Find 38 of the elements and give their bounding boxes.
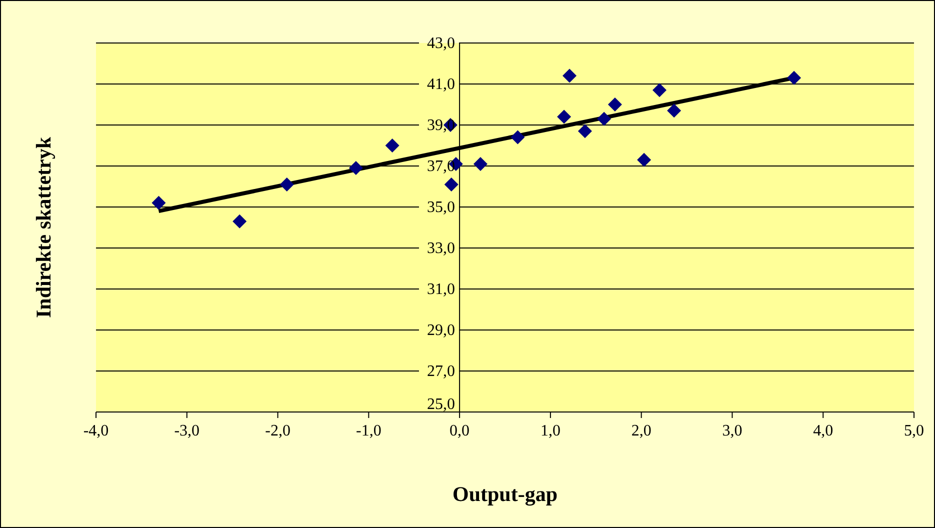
point: [232, 214, 247, 228]
point: [557, 110, 572, 124]
y-tick-label: 29,0: [427, 322, 455, 339]
y-tick-label: 25,0: [427, 396, 455, 413]
point: [787, 70, 802, 85]
point: [473, 156, 488, 171]
x-tick-label: 2,0: [631, 422, 652, 440]
point: [152, 196, 166, 210]
x-tick-label: 1,0: [540, 422, 560, 440]
point: [597, 112, 612, 126]
y-axis-title: Indirekte skattetryk: [31, 136, 56, 318]
y-tick-label: 33,0: [427, 240, 455, 257]
point: [510, 130, 525, 144]
x-tick-label: 4,0: [813, 422, 834, 440]
x-tick-label: -3,0: [174, 422, 200, 440]
x-axis-title: Output-gap: [452, 482, 558, 506]
point: [385, 138, 400, 152]
point: [667, 104, 682, 118]
y-tick-label: 27,0: [427, 363, 455, 380]
point: [578, 124, 592, 138]
y-tick-label: 41,0: [427, 76, 455, 93]
point: [562, 68, 577, 83]
y-tick-label: 35,0: [427, 199, 455, 216]
y-tick-label: 43,0: [427, 35, 455, 52]
x-tick-label: -4,0: [83, 422, 109, 440]
x-tick-label: 5,0: [904, 422, 924, 440]
y-tick-label: 37,0: [427, 158, 455, 175]
point: [637, 152, 652, 167]
point: [280, 177, 294, 192]
y-tick-label: 31,0: [427, 281, 455, 298]
point: [608, 98, 622, 112]
point: [444, 177, 458, 192]
x-tick-label: -2,0: [265, 422, 290, 440]
point: [348, 161, 363, 176]
x-tick-label: 3,0: [722, 422, 742, 440]
x-tick-label: 0,0: [450, 422, 470, 440]
point: [652, 83, 667, 98]
x-tick-label: -1,0: [356, 422, 382, 440]
